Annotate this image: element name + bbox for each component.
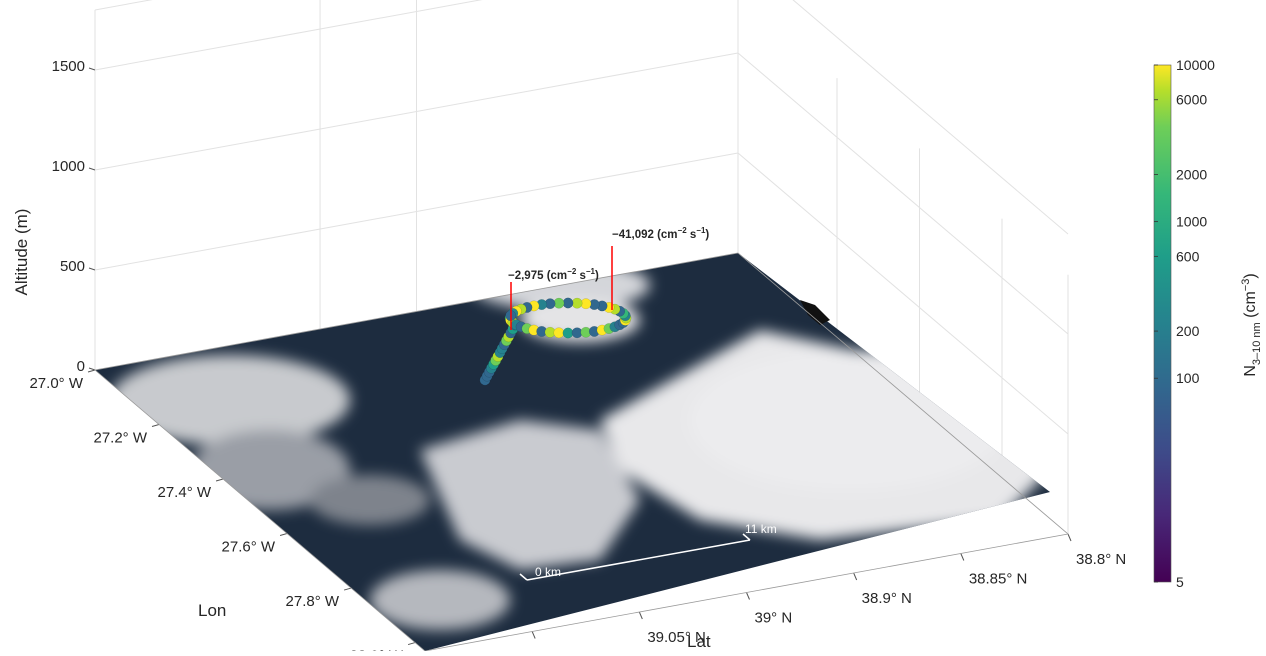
lat-tick-1 (960, 553, 965, 561)
track-point-44 (571, 297, 583, 309)
colorbar-gradient (1154, 65, 1171, 582)
z-tick-label-1: 500 (60, 258, 85, 275)
colorbar-tick-label-0: 10000 (1176, 57, 1215, 73)
wall-grid-horizontal-right-1 (737, 152, 1069, 435)
lon-axis-label: Lon (198, 601, 226, 620)
z-axis-label: Altitude (m) (12, 209, 31, 296)
z-tick-2 (88, 167, 96, 171)
scale-bar-end-tick (742, 533, 751, 541)
land-patch (800, 300, 830, 325)
scale-bar-start-label: 0 km (535, 565, 561, 579)
z-tick-1 (88, 267, 96, 271)
lat-tick-label-2: 38.9° N (862, 590, 912, 607)
z-tick-label-0: 0 (77, 358, 85, 375)
lon-tick-1 (151, 424, 160, 427)
annotation-flux-1: −2,975 (cm−2 s−1) (508, 267, 599, 282)
wall-grid-horizontal-left-2 (94, 52, 739, 171)
cloud-center (420, 420, 640, 570)
colorbar-tick-label-4: 600 (1176, 248, 1200, 264)
lon-tick-4 (343, 587, 352, 591)
colorbar-tick-label-7: 5 (1176, 574, 1184, 590)
lat-tick-2 (853, 572, 858, 581)
track-point-45 (562, 297, 574, 309)
wall-grid-horizontal-left-3 (94, 0, 483, 71)
lat-tick-4 (638, 611, 643, 620)
lat-tick-label-1: 38.85° N (969, 571, 1028, 588)
scale-bar-end-label: 11 km (745, 522, 777, 536)
flux-annotations: −2,975 (cm−2 s−1) −41,092 (cm−2 s−1) (508, 226, 709, 330)
lon-tick-0 (87, 369, 96, 373)
lat-tick-5 (531, 631, 536, 639)
scale-bar-start-tick (519, 573, 528, 581)
lon-tick-label-3: 27.6° W (222, 539, 276, 556)
lat-axis-label: Lat (687, 632, 711, 651)
lon-tick-label-0: 27.0° W (29, 375, 83, 392)
floor-outline (94, 252, 1069, 652)
z-tick-0 (88, 367, 96, 371)
scale-bar-line (526, 539, 751, 581)
wall-grid-horizontal-right-3 (792, 0, 1069, 235)
colorbar-frame (1153, 64, 1172, 583)
track-point-24 (553, 327, 565, 339)
colorbar-ticks: 10000 6000 2000 1000 600 200 100 5 (1154, 57, 1215, 590)
colorbar: 10000 6000 2000 1000 600 200 100 5 N3–10 nm (cm… (1153, 57, 1263, 590)
z-tick-3 (88, 67, 96, 71)
cloud-far-right (690, 350, 1010, 490)
lat-tick-label-0: 38.8° N (1076, 551, 1126, 568)
colorbar-tick-label-2: 2000 (1176, 166, 1207, 182)
colorbar-tick-label-5: 200 (1176, 323, 1200, 339)
z-tick-label-2: 1000 (52, 158, 85, 175)
cloud-mid (310, 475, 430, 525)
lon-tick-5 (407, 642, 416, 646)
lat-tick-3 (746, 592, 750, 600)
lon-tick-label-1: 27.2° W (93, 430, 147, 447)
flight-track (479, 297, 632, 386)
lon-tick-label-4: 27.8° W (286, 593, 340, 610)
colorbar-label: N3–10 nm (cm−3) (1240, 273, 1263, 376)
lat-tick-0 (1067, 533, 1072, 542)
colorbar-tick-label-6: 100 (1176, 370, 1200, 386)
scale-bar: 0 km 11 km (519, 522, 777, 581)
colorbar-tick-label-3: 1000 (1176, 214, 1207, 230)
wall-grid-horizontal-right-2 (737, 52, 1069, 335)
lat-tick-label-4: 39.05° N (647, 629, 706, 646)
lon-tick-2 (215, 478, 224, 482)
wall-grid-horizontal-left-1 (94, 152, 739, 271)
lon-tick-label-2: 27.4° W (158, 484, 212, 501)
cloud-left (110, 355, 350, 445)
cloud-bottom (370, 570, 510, 630)
annotation-flux-2: −41,092 (cm−2 s−1) (612, 226, 709, 241)
lon-tick-3 (279, 533, 288, 537)
track-point-25 (562, 327, 574, 339)
lon-tick-label-5: 28.0° W (350, 648, 404, 651)
colorbar-tick-label-1: 6000 (1176, 92, 1207, 108)
z-tick-label-3: 1500 (52, 58, 85, 75)
lat-tick-label-3: 39° N (755, 610, 793, 627)
